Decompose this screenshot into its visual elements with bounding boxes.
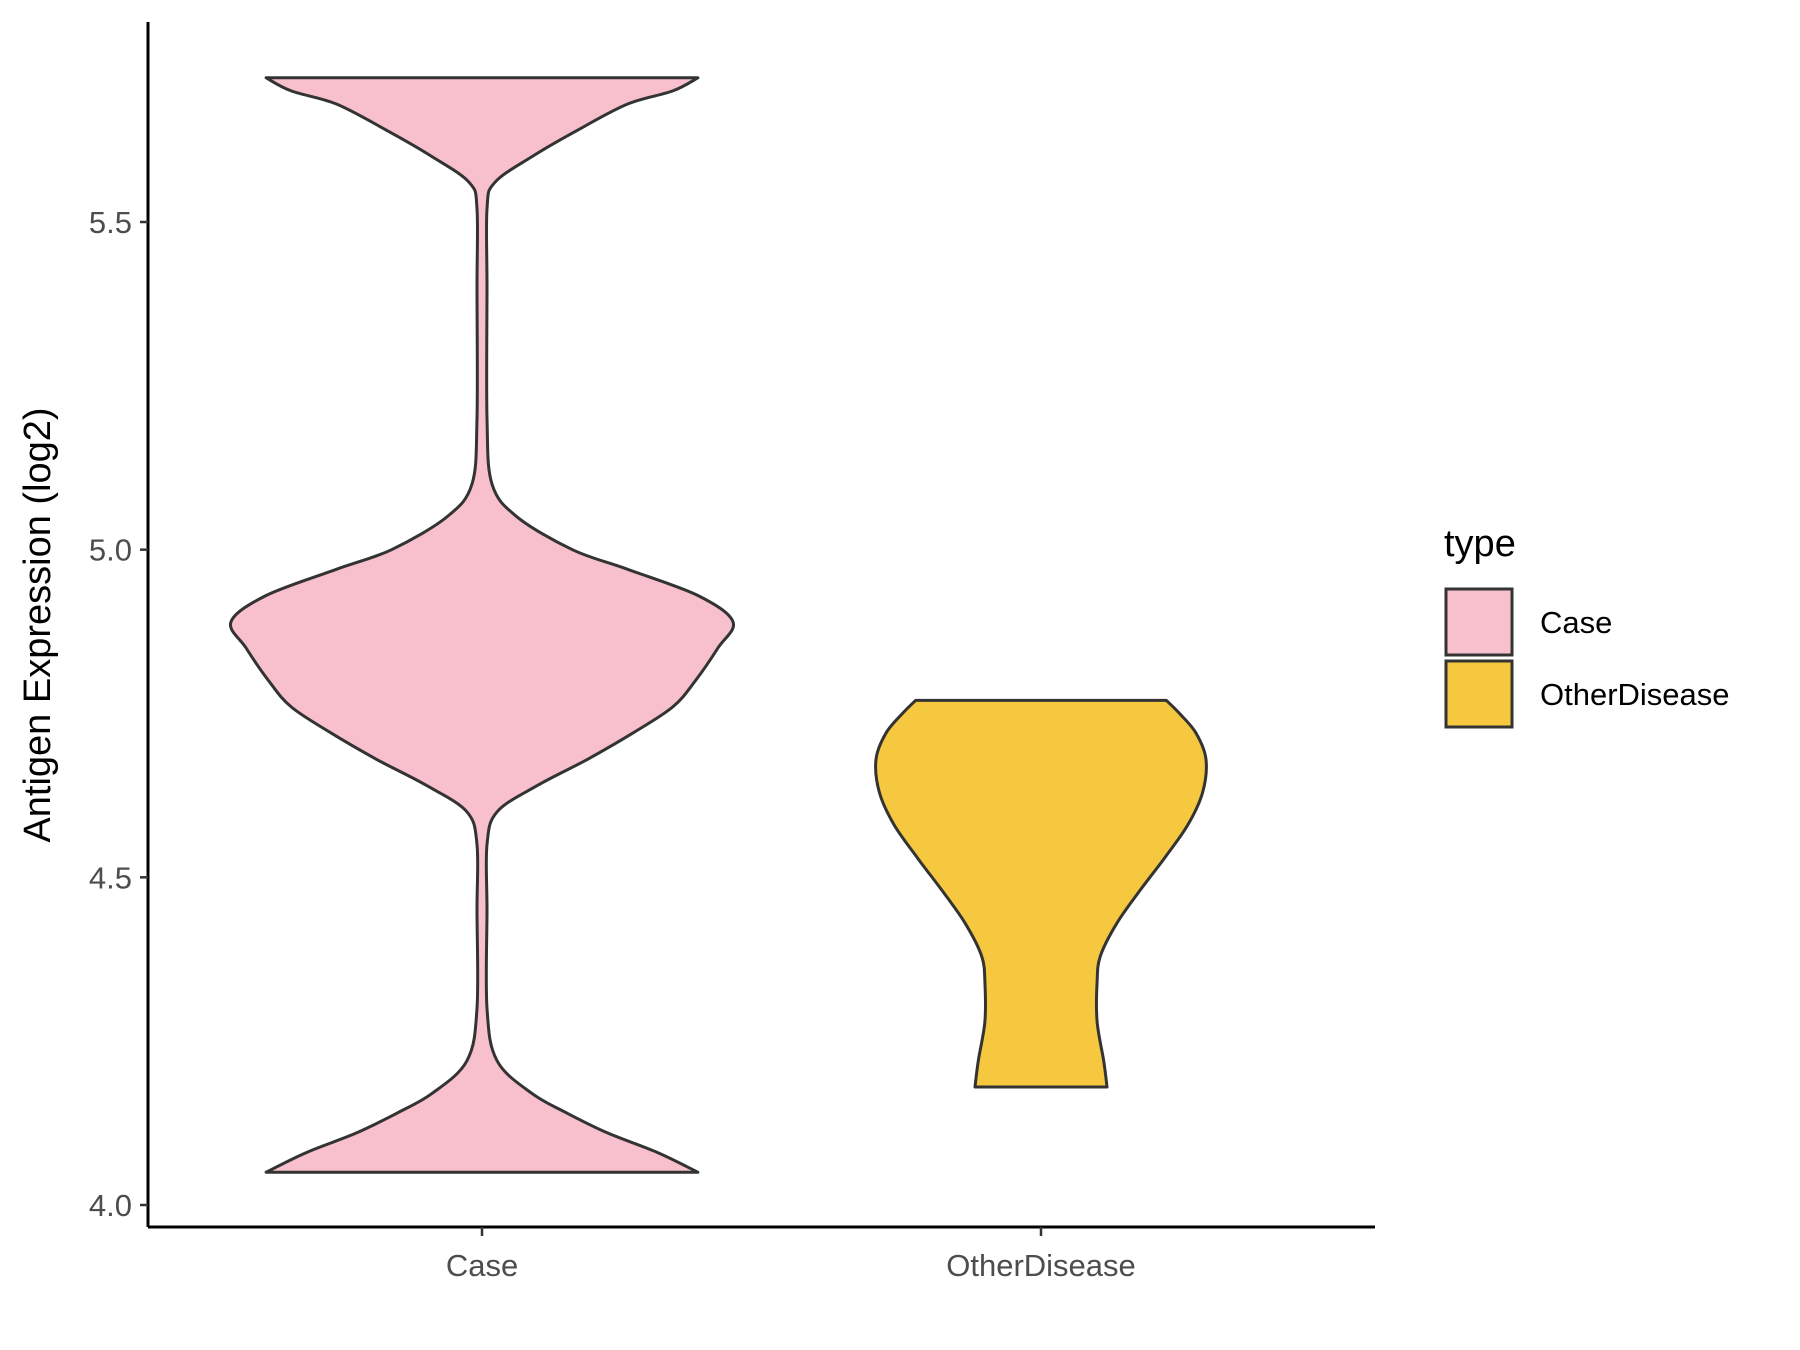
legend-label: Case: [1540, 605, 1612, 640]
y-tick-label: 5.5: [89, 205, 132, 240]
legend-swatch: [1444, 659, 1514, 729]
legend: type Case OtherDisease: [1444, 523, 1730, 729]
y-axis-title: Antigen Expression (log2): [17, 407, 59, 842]
x-tick-label: Case: [446, 1248, 518, 1283]
y-ticks: 4.0 4.5 5.0 5.5: [89, 205, 148, 1223]
violin-otherdisease: [874, 698, 1208, 1089]
x-ticks: Case OtherDisease: [446, 1227, 1136, 1283]
y-tick-label: 4.0: [89, 1188, 132, 1223]
axes: 4.0 4.5 5.0 5.5 Case OtherDisease Antigen Ex…: [17, 22, 1375, 1283]
legend-title: type: [1444, 523, 1516, 565]
legend-swatch: [1444, 587, 1514, 657]
x-tick-label: OtherDisease: [946, 1248, 1136, 1283]
y-tick-label: 5.0: [89, 533, 132, 568]
y-tick-label: 4.5: [89, 860, 132, 895]
legend-label: OtherDisease: [1540, 677, 1730, 712]
plot-area: [228, 76, 1208, 1174]
violin-case: [228, 76, 736, 1174]
